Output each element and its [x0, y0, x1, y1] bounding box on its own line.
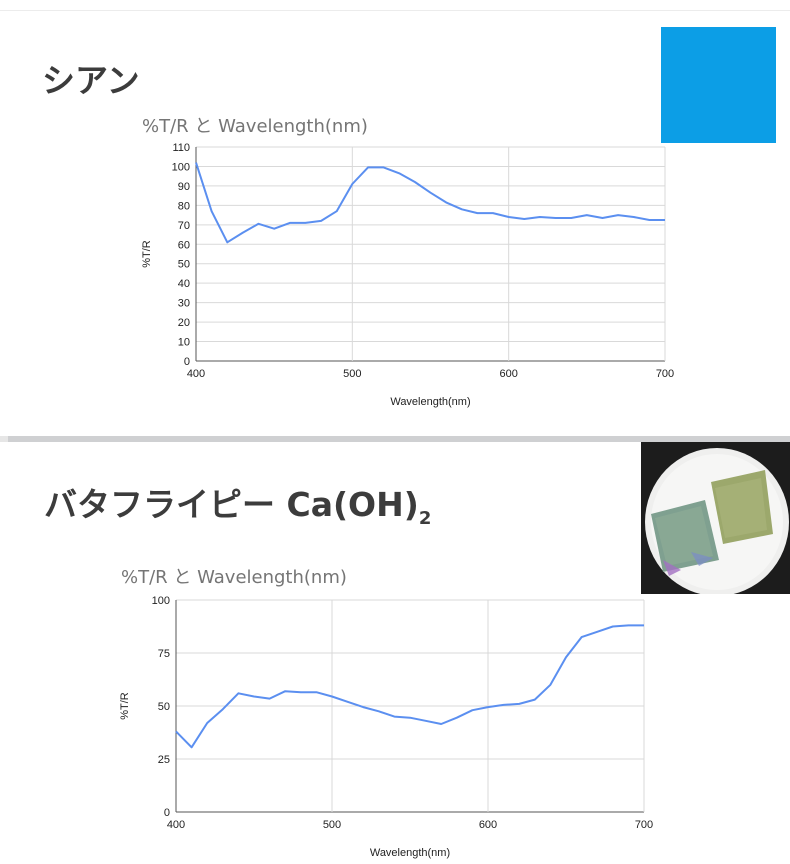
transmittance-chart: 0 25 50 75 100 400 500 600 700 Wavelength(nm) %T/R: [119, 595, 653, 859]
y-tick-label: 100: [172, 161, 190, 173]
y-tick-label: 40: [178, 278, 190, 290]
x-tick-label: 600: [499, 368, 517, 380]
x-tick-label: 500: [323, 819, 341, 831]
y-tick-label: 70: [178, 220, 190, 232]
slide-cyan: シアン %T/R と Wavelength(nm) 0 10 20 30 40 50 60 7…: [0, 10, 790, 408]
top-border: [0, 10, 790, 11]
data-series-line: [175, 624, 644, 749]
x-tick-label: 400: [167, 819, 185, 831]
y-tick-label: 75: [158, 648, 170, 660]
slide-divider: [8, 436, 790, 442]
y-tick-label: 25: [158, 754, 170, 766]
chart-title: %T/R と Wavelength(nm): [142, 116, 368, 137]
x-tick-label: 400: [187, 368, 205, 380]
slide-title: シアン: [42, 61, 140, 100]
y-tick-label: 0: [184, 356, 190, 368]
chart-title: %T/R と Wavelength(nm): [121, 567, 347, 588]
y-tick-label: 110: [172, 142, 190, 154]
data-series-line: [195, 162, 665, 244]
divider-cap: [0, 436, 8, 442]
y-tick-label: 20: [178, 317, 190, 329]
x-tick-label: 700: [635, 819, 653, 831]
y-tick-label: 50: [158, 701, 170, 713]
x-tick-label: 600: [479, 819, 497, 831]
y-axis-label: %T/R: [141, 240, 153, 268]
y-tick-label: 10: [178, 337, 190, 349]
y-tick-label: 100: [152, 595, 170, 607]
y-axis-label: %T/R: [119, 692, 131, 720]
slide-title-text: バタフライピー Ca(OH): [44, 485, 419, 524]
x-axis-label: Wavelength(nm): [370, 847, 450, 859]
slide-title: バタフライピー Ca(OH)2: [44, 478, 431, 529]
x-tick-label: 700: [656, 368, 674, 380]
fabric-samples-photo-icon: [641, 442, 790, 594]
slide-title-subscript: 2: [418, 508, 432, 529]
x-tick-label: 500: [343, 368, 361, 380]
slide-butterfly-pea: バタフライピー Ca(OH)2 %T/R と Wavelength(nm) 0 2…: [0, 442, 790, 864]
y-tick-label: 90: [178, 181, 190, 193]
y-tick-label: 0: [164, 807, 170, 819]
transmittance-chart: 0 10 20 30 40 50 60 70 80 90 100 110 400 500 600 700 Wav…: [141, 142, 674, 408]
y-tick-label: 60: [178, 239, 190, 251]
cyan-color-swatch: [661, 27, 776, 143]
x-axis-label: Wavelength(nm): [390, 396, 470, 408]
y-tick-label: 30: [178, 298, 190, 310]
y-tick-label: 80: [178, 200, 190, 212]
y-tick-label: 50: [178, 259, 190, 271]
